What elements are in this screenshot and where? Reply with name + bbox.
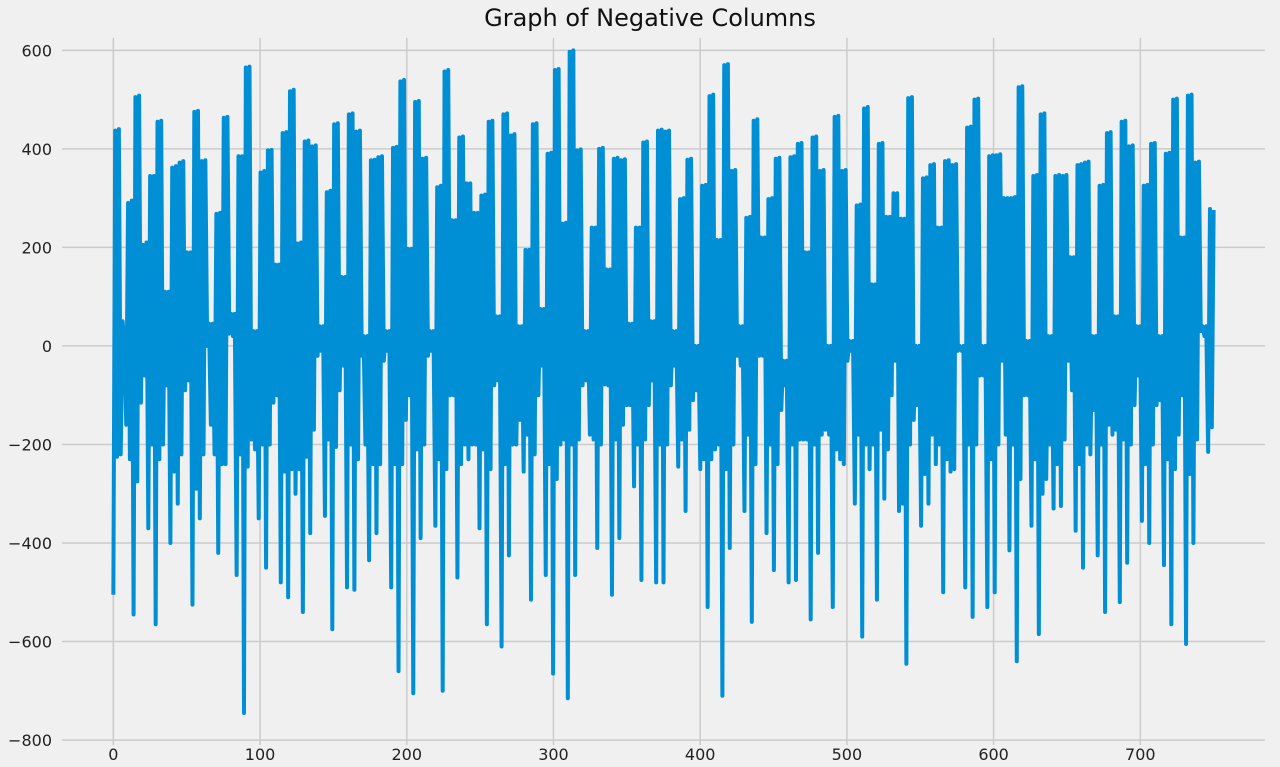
x-tick-label: 100 — [245, 745, 276, 764]
series-group — [111, 48, 1216, 715]
y-tick-label: 0 — [42, 337, 52, 356]
x-tick-label: 0 — [108, 745, 118, 764]
y-tick-label: 400 — [21, 140, 52, 159]
y-tick-label: −600 — [8, 633, 52, 652]
x-axis-ticks: 0 100 200 300 400 500 600 700 — [108, 745, 1155, 764]
x-tick-label: 400 — [685, 745, 716, 764]
x-tick-label: 200 — [391, 745, 422, 764]
y-tick-label: 600 — [21, 41, 52, 60]
x-tick-label: 300 — [538, 745, 569, 764]
y-tick-label: −800 — [8, 731, 52, 750]
y-tick-label: 200 — [21, 238, 52, 257]
x-tick-label: 500 — [832, 745, 863, 764]
x-tick-label: 700 — [1125, 745, 1156, 764]
series-line — [111, 48, 1216, 715]
y-axis-ticks: −800 −600 −400 −200 0 200 400 600 — [8, 41, 52, 750]
y-tick-label: −200 — [8, 435, 52, 454]
x-tick-label: 600 — [978, 745, 1009, 764]
chart-title: Graph of Negative Columns — [484, 4, 816, 32]
y-tick-label: −400 — [8, 534, 52, 553]
